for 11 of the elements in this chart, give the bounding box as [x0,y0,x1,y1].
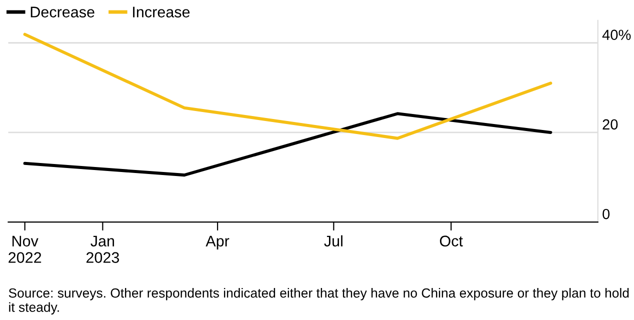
x-tick-label: Jul [324,235,342,246]
source-note: Source: surveys. Other respondents indicated either that they have no China exposure or they plan to hold it steady. [8,288,629,315]
x-tick-label: Apr [206,236,230,250]
x-tick-label: Nov 2022 [8,236,42,263]
x-tick-label: Oct [440,236,463,246]
legend-label: Decrease [30,6,94,18]
x-tick-label: Jan 2023 [86,236,120,263]
legend-label: Increase [133,6,190,18]
y-tick-label: 0 [602,208,610,220]
y-tick-label: 40% [602,30,631,40]
y-tick-label: 20 [602,119,618,130]
